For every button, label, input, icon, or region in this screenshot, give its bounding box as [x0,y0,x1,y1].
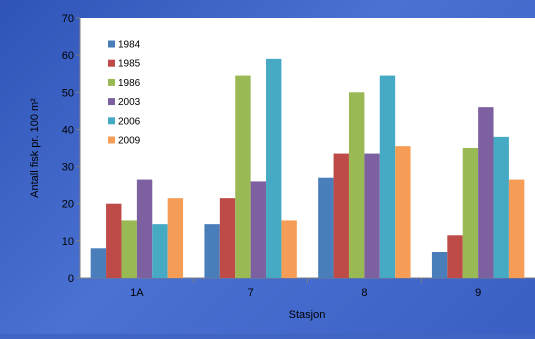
y-tick-label: 30 [62,162,74,174]
y-tick-label: 50 [62,87,74,99]
y-axis-label: Antall fisk pr. 100 m² [29,98,41,198]
legend-swatch-2009 [108,136,115,144]
bar-2009-8 [395,146,411,278]
y-tick-label: 60 [62,50,74,62]
legend-label-1985: 1985 [118,59,141,70]
x-tick-label: 9 [475,287,481,299]
y-tick-label: 70 [62,13,74,25]
bar-2006-1A [152,224,168,278]
legend-label-2009: 2009 [118,136,141,147]
bar-2006-9 [493,136,509,278]
bar-2003-8 [364,153,380,278]
bar-1986-8 [348,92,365,279]
y-tick-label: 0 [68,273,74,285]
bar-1986-1A [121,220,137,278]
bar-1985-8 [333,153,349,278]
legend-swatch-1985 [108,59,115,67]
x-tick-label: 8 [361,287,367,299]
bar-2006-8 [379,75,396,278]
bar-1984-9 [431,252,448,278]
x-tick-label: 7 [248,287,254,299]
bar-1986-9 [462,148,479,278]
bar-2003-9 [478,107,494,279]
legend-label-1984: 1984 [118,40,141,51]
bar-2003-1A [136,179,153,278]
legend-label-2006: 2006 [118,116,141,127]
legend-swatch-2003 [108,98,115,106]
legend-swatch-1986 [108,78,115,86]
x-axis-label: Stasjon [289,309,326,321]
y-tick-label: 20 [62,199,74,211]
bar-1985-7 [219,198,236,278]
legend-label-1986: 1986 [118,78,141,89]
x-tick-label: 1A [130,287,144,299]
legend-swatch-2006 [108,117,115,125]
bar-1986-7 [235,75,251,278]
bar-1985-9 [447,235,463,278]
legend-swatch-1984 [108,40,115,48]
bar-2003-7 [250,181,267,278]
legend-label-2003: 2003 [118,97,141,108]
y-tick-label: 40 [62,124,74,136]
bar-2009-7 [281,220,297,278]
bar-2009-9 [508,179,525,278]
bar-1984-8 [318,177,334,278]
bar-2009-1A [167,198,184,278]
bar-1984-1A [90,248,107,278]
y-tick-label: 10 [62,236,74,248]
bar-1985-1A [106,203,122,278]
bar-2006-7 [266,58,282,278]
bar-1984-7 [204,224,220,278]
